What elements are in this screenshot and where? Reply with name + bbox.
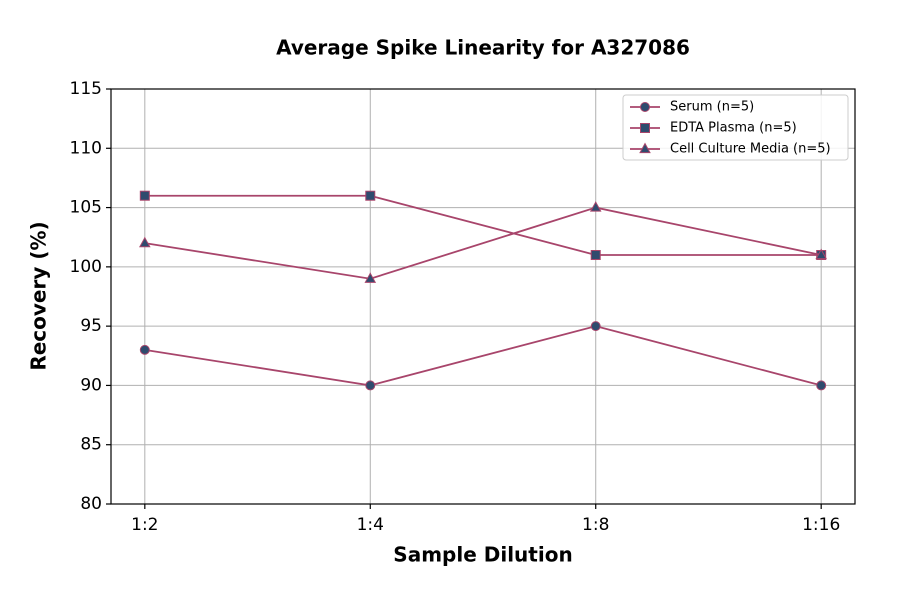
y-tick-label: 110 — [70, 138, 102, 158]
marker — [815, 248, 827, 260]
legend-label: Serum (n=5) — [670, 100, 754, 115]
marker — [364, 272, 377, 283]
series-line — [144, 325, 822, 387]
legend-label: EDTA Plasma (n=5) — [670, 121, 797, 136]
y-tick-label: 105 — [70, 198, 102, 218]
y-tick-label: 90 — [80, 375, 102, 395]
legend-box — [622, 94, 849, 161]
y-tick-label: 115 — [70, 79, 102, 99]
y-tick-label: 85 — [80, 435, 102, 455]
x-tick-label: 1:2 — [131, 515, 158, 535]
marker — [139, 190, 150, 201]
marker — [639, 142, 651, 154]
marker — [816, 380, 827, 391]
marker — [365, 380, 376, 391]
marker — [640, 123, 650, 133]
legend: Serum (n=5) EDTA Plasma (n=5) Cell Culture… — [622, 94, 849, 161]
x-tick-label: 1:16 — [802, 515, 840, 535]
y-tick-label: 95 — [80, 316, 102, 336]
marker — [139, 236, 151, 248]
x-axis-label: Sample Dilution — [393, 543, 572, 567]
y-tick-label: 80 — [80, 494, 102, 514]
marker — [589, 201, 602, 212]
chart-title: Average Spike Linearity for A327086 — [276, 36, 690, 60]
y-tick-label: 100 — [70, 257, 102, 277]
x-tick-label: 1:4 — [357, 515, 384, 535]
marker — [590, 250, 601, 260]
y-axis-label: Recovery (%) — [27, 221, 51, 370]
x-tick-label: 1:8 — [582, 515, 609, 535]
marker — [365, 190, 376, 201]
marker — [640, 102, 650, 112]
marker — [139, 344, 150, 355]
marker — [590, 321, 601, 332]
legend-label: Cell Culture Media (n=5) — [670, 142, 831, 157]
series-line — [144, 206, 822, 280]
series-line — [144, 194, 822, 256]
plot-frame — [110, 88, 856, 505]
